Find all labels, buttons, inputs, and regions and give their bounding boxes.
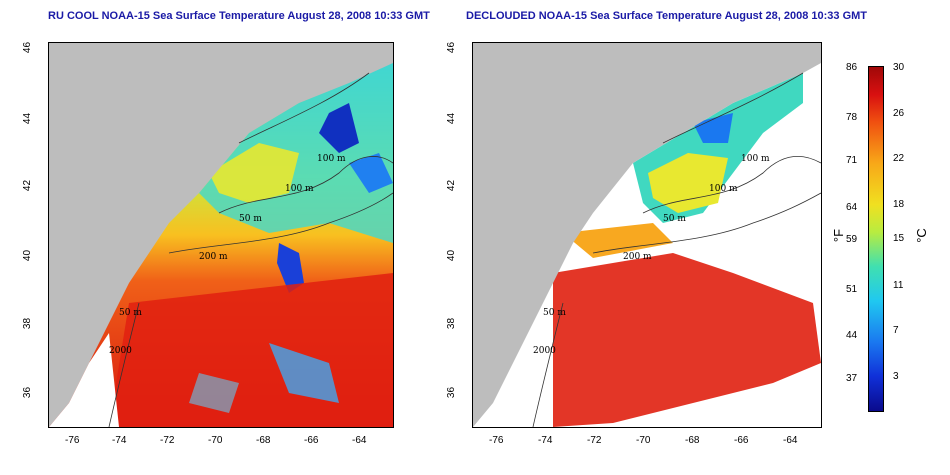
- colorbar-c-label: 30: [893, 62, 905, 73]
- right-contour-50m-b: 50 m: [543, 308, 566, 318]
- right-xtick: -70: [636, 435, 651, 446]
- right-contour-200m: 200 m: [623, 252, 652, 262]
- left-contour-50m-b: 50 m: [119, 308, 142, 318]
- colorbar-unit-celsius: °C: [913, 228, 929, 243]
- colorbar-c-label: 11: [893, 280, 904, 291]
- left-contour-2000: 2000: [109, 346, 132, 356]
- right-xtick: -66: [734, 435, 749, 446]
- colorbar-f-label: 59: [846, 234, 858, 245]
- left-xtick: -70: [208, 435, 223, 446]
- right-sst-map: 100 m 100 m 50 m 200 m 50 m 2000: [472, 42, 822, 428]
- right-ytick: 46: [446, 41, 458, 54]
- left-ytick: 42: [22, 179, 34, 192]
- left-contour-50m-a: 50 m: [239, 214, 262, 224]
- colorbar-c-label: 22: [893, 153, 905, 164]
- right-sst-image: 100 m 100 m 50 m 200 m 50 m 2000: [473, 43, 821, 427]
- left-xtick: -64: [352, 435, 367, 446]
- right-ytick: 40: [446, 249, 458, 262]
- right-xtick: -64: [783, 435, 798, 446]
- colorbar-f-label: 51: [846, 284, 858, 295]
- colorbar-c-label: 18: [893, 199, 905, 210]
- right-contour-100m-b: 100 m: [709, 184, 738, 194]
- colorbar-c-label: 3: [893, 371, 899, 382]
- left-xtick: -76: [65, 435, 80, 446]
- right-xtick: -72: [587, 435, 602, 446]
- colorbar-c-label: 7: [893, 325, 899, 336]
- colorbar-f-label: 86: [846, 62, 858, 73]
- right-xtick: -68: [685, 435, 700, 446]
- colorbar-f-label: 44: [846, 330, 858, 341]
- left-ytick: 46: [22, 41, 34, 54]
- left-xtick: -74: [112, 435, 127, 446]
- left-contour-200m: 200 m: [199, 252, 228, 262]
- temperature-colorbar: [868, 66, 884, 412]
- colorbar-f-label: 64: [846, 202, 858, 213]
- right-ytick: 36: [446, 386, 458, 399]
- right-xtick: -74: [538, 435, 553, 446]
- colorbar-f-label: 37: [846, 373, 858, 384]
- right-map-title: DECLOUDED NOAA-15 Sea Surface Temperatur…: [466, 10, 868, 22]
- left-map-title: RU COOL NOAA-15 Sea Surface Temperature …: [48, 10, 430, 22]
- colorbar-f-label: 78: [846, 112, 858, 123]
- right-contour-100m-a: 100 m: [741, 154, 770, 164]
- right-ytick: 42: [446, 179, 458, 192]
- right-xtick: -76: [489, 435, 504, 446]
- left-sst-image: 100 m 100 m 50 m 200 m 50 m 2000: [49, 43, 393, 427]
- right-ytick: 44: [446, 112, 458, 125]
- left-xtick: -68: [256, 435, 271, 446]
- left-ytick: 38: [22, 317, 34, 330]
- left-sst-map: 100 m 100 m 50 m 200 m 50 m 2000: [48, 42, 394, 428]
- left-contour-100m-b: 100 m: [285, 184, 314, 194]
- colorbar-f-label: 71: [846, 155, 858, 166]
- left-ytick: 36: [22, 386, 34, 399]
- left-xtick: -66: [304, 435, 319, 446]
- colorbar-c-label: 26: [893, 108, 905, 119]
- colorbar-unit-fahrenheit: °F: [831, 228, 847, 243]
- left-xtick: -72: [160, 435, 175, 446]
- left-ytick: 44: [22, 112, 34, 125]
- right-contour-50m-a: 50 m: [663, 214, 686, 224]
- colorbar-c-label: 15: [893, 233, 905, 244]
- left-ytick: 40: [22, 249, 34, 262]
- right-contour-2000: 2000: [533, 346, 556, 356]
- right-ytick: 38: [446, 317, 458, 330]
- left-contour-100m-a: 100 m: [317, 154, 346, 164]
